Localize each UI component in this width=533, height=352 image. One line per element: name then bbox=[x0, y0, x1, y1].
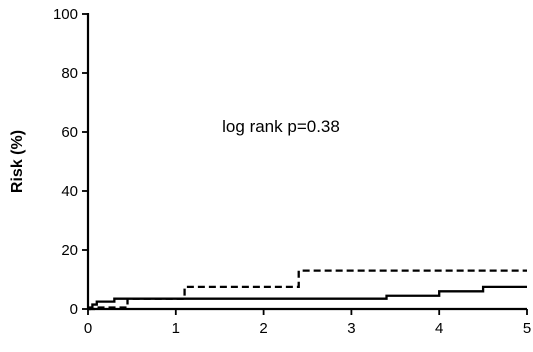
y-tick-label: 100 bbox=[53, 6, 78, 23]
y-tick-label: 0 bbox=[70, 301, 78, 318]
x-tick-label: 1 bbox=[172, 320, 180, 337]
solid-series-line bbox=[88, 285, 527, 311]
axes-layer bbox=[86, 13, 527, 311]
x-tick-label: 5 bbox=[523, 320, 531, 337]
ticks-layer: 0 20 40 60 80 100 0 1 2 3 4 5 bbox=[53, 6, 531, 337]
y-tick-label: 20 bbox=[61, 242, 78, 259]
dashed-series-line bbox=[88, 269, 527, 311]
series-layer bbox=[88, 269, 527, 311]
y-tick-label: 60 bbox=[61, 124, 78, 141]
x-tick-label: 2 bbox=[259, 320, 267, 337]
y-axis-title: Risk (%) bbox=[9, 130, 26, 193]
y-tick-label: 80 bbox=[61, 65, 78, 82]
x-tick-label: 0 bbox=[84, 320, 92, 337]
y-tick-label: 40 bbox=[61, 183, 78, 200]
x-tick-label: 3 bbox=[347, 320, 355, 337]
x-tick-label: 4 bbox=[435, 320, 443, 337]
log-rank-annotation: log rank p=0.38 bbox=[222, 117, 340, 136]
